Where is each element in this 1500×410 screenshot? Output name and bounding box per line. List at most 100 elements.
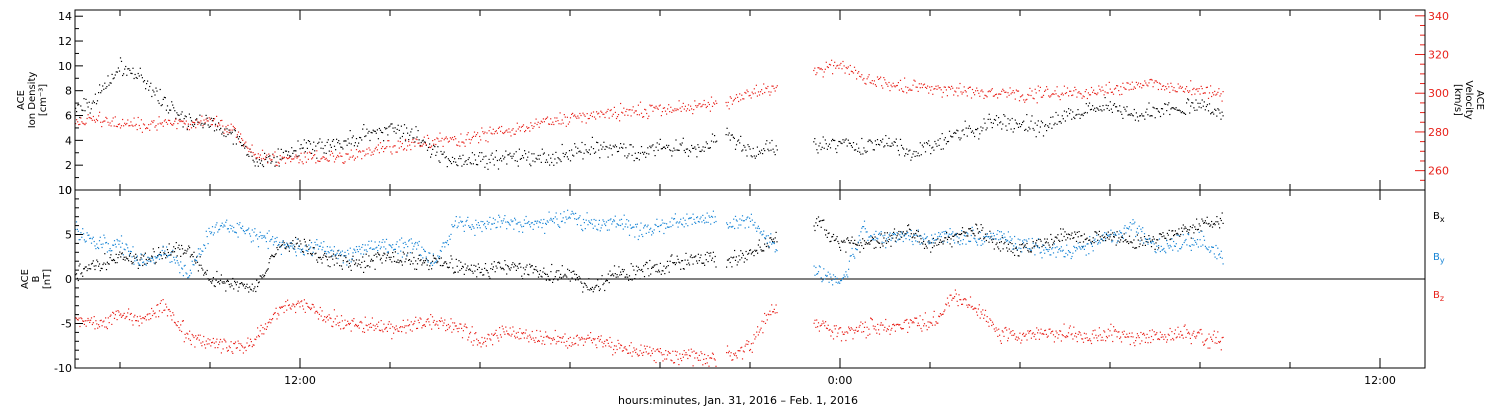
data-point — [369, 266, 371, 268]
data-point — [150, 82, 152, 84]
data-point — [919, 234, 921, 237]
data-point — [838, 140, 840, 143]
data-point — [861, 137, 863, 140]
data-point — [1019, 96, 1022, 98]
data-point — [902, 147, 904, 149]
data-point — [1202, 220, 1204, 222]
data-point — [832, 138, 834, 140]
data-point — [264, 235, 266, 237]
data-point — [875, 230, 877, 232]
data-point — [1088, 239, 1090, 241]
data-point — [393, 248, 396, 250]
data-point — [1041, 96, 1044, 98]
data-point — [740, 250, 742, 252]
data-point — [604, 148, 606, 150]
data-point — [202, 269, 204, 271]
data-point — [741, 150, 743, 152]
data-point — [391, 261, 393, 263]
data-point — [505, 150, 507, 152]
data-point — [1210, 85, 1212, 87]
data-point — [989, 91, 991, 93]
data-point — [1221, 212, 1223, 214]
data-point — [348, 158, 350, 160]
data-point — [313, 247, 315, 249]
data-point — [427, 261, 429, 263]
data-point — [221, 119, 223, 121]
data-point — [638, 268, 640, 271]
data-point — [749, 249, 752, 251]
data-point — [546, 273, 548, 275]
data-point — [761, 89, 763, 91]
data-point — [1162, 232, 1164, 234]
data-point — [1166, 243, 1168, 245]
data-point — [437, 261, 439, 263]
data-point — [912, 153, 914, 155]
data-point — [651, 234, 653, 236]
data-point — [182, 126, 184, 128]
data-point — [669, 221, 671, 223]
data-point — [1027, 93, 1029, 96]
data-point — [355, 138, 358, 140]
data-point — [726, 105, 728, 107]
data-point — [674, 213, 676, 215]
data-point — [453, 139, 455, 141]
data-point — [620, 218, 623, 220]
data-point — [939, 233, 941, 235]
data-point — [1143, 242, 1145, 244]
data-point — [1104, 232, 1106, 234]
data-point — [1172, 107, 1174, 109]
data-point — [400, 146, 402, 148]
data-point — [772, 241, 774, 244]
data-point — [834, 239, 836, 241]
data-point — [127, 119, 129, 121]
data-point — [1027, 130, 1029, 132]
data-point — [378, 152, 380, 154]
data-point — [695, 148, 697, 150]
data-point — [940, 241, 942, 243]
data-point — [186, 273, 188, 275]
data-point — [406, 127, 408, 129]
data-point — [627, 155, 629, 157]
data-point — [265, 156, 267, 158]
data-point — [1100, 90, 1102, 92]
data-point — [464, 224, 466, 226]
data-point — [872, 239, 874, 241]
data-point — [1034, 122, 1036, 124]
data-point — [892, 233, 894, 235]
data-point — [871, 142, 873, 144]
data-point — [586, 113, 588, 115]
data-point — [208, 227, 210, 229]
data-point — [173, 256, 175, 258]
data-point — [866, 231, 868, 233]
data-point — [112, 244, 114, 246]
data-point — [676, 221, 678, 223]
top-panel-series — [75, 57, 1224, 170]
data-point — [358, 151, 360, 153]
data-point — [644, 263, 646, 266]
data-point — [958, 87, 960, 89]
data-point — [666, 226, 669, 228]
bfield-axis-title: ACEB[nT] — [20, 269, 53, 289]
data-point — [487, 168, 489, 170]
data-point — [870, 240, 872, 242]
data-point — [194, 258, 196, 261]
data-point — [460, 158, 462, 160]
data-point — [1045, 248, 1047, 250]
data-point — [301, 161, 303, 163]
data-point — [290, 161, 292, 163]
data-point — [406, 254, 408, 256]
data-point — [1182, 234, 1184, 236]
data-point — [308, 244, 310, 246]
data-point — [417, 258, 419, 260]
data-point — [635, 265, 638, 267]
data-point — [261, 149, 264, 151]
data-point — [921, 144, 923, 146]
data-point — [678, 100, 680, 102]
data-point — [320, 242, 322, 244]
data-point — [325, 256, 328, 258]
data-point — [976, 228, 979, 230]
data-point — [223, 281, 225, 283]
data-point — [151, 257, 154, 259]
data-point — [870, 140, 872, 143]
data-point — [344, 255, 346, 257]
